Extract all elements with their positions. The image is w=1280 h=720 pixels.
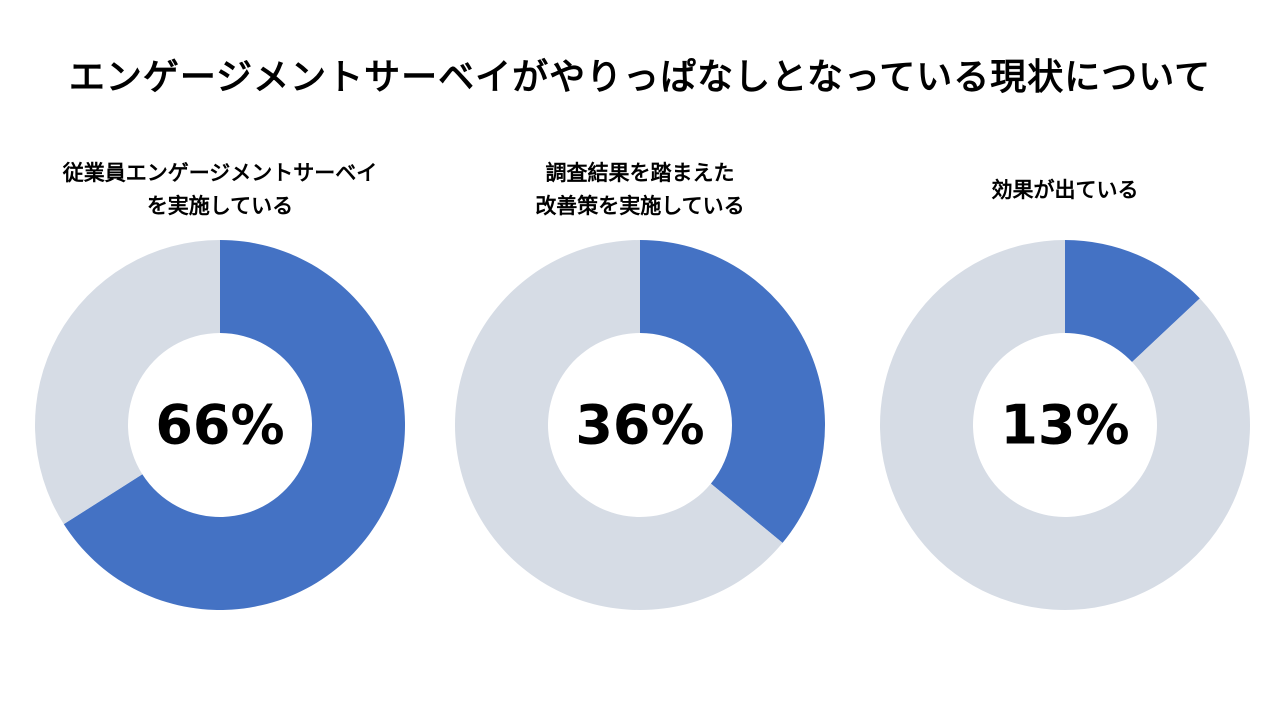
donut-segment-value bbox=[640, 240, 825, 543]
chart-label-line: を実施している bbox=[146, 194, 294, 218]
donut-segment-value bbox=[1065, 240, 1200, 363]
donut-panel-improvement-implemented: 調査結果を踏まえた 改善策を実施している 36% bbox=[440, 150, 840, 630]
donut-value-label: 66% bbox=[155, 394, 284, 457]
donut-value-label: 36% bbox=[575, 394, 704, 457]
chart-label: 調査結果を踏まえた 改善策を実施している bbox=[440, 150, 840, 230]
chart-label-line: 効果が出ている bbox=[991, 177, 1139, 202]
donut-segment-value bbox=[63, 240, 406, 610]
donut-panel-effect-achieved: 効果が出ている 13% bbox=[865, 150, 1265, 630]
chart-label-line: 改善策を実施している bbox=[535, 194, 745, 218]
chart-label: 従業員エンゲージメントサーベイ を実施している bbox=[20, 150, 420, 230]
chart-label-line: 調査結果を踏まえた bbox=[545, 161, 735, 185]
chart-label-line: 従業員エンゲージメントサーベイ bbox=[62, 161, 378, 185]
donut-chart-effect-achieved: 13% bbox=[880, 240, 1250, 610]
donut-segment-remainder bbox=[880, 240, 1250, 610]
chart-label: 効果が出ている bbox=[865, 150, 1265, 230]
donut-segment-remainder bbox=[35, 240, 221, 525]
donut-segment-remainder bbox=[454, 240, 783, 610]
page-title: エンゲージメントサーベイがやりっぱなしとなっている現状について bbox=[68, 57, 1212, 98]
donut-panel-survey-conducted: 従業員エンゲージメントサーベイ を実施している 66% bbox=[20, 150, 420, 630]
donut-chart-survey-conducted: 66% bbox=[35, 240, 406, 610]
donut-chart-improvement-implemented: 36% bbox=[454, 240, 825, 610]
donut-value-label: 13% bbox=[1000, 394, 1129, 457]
